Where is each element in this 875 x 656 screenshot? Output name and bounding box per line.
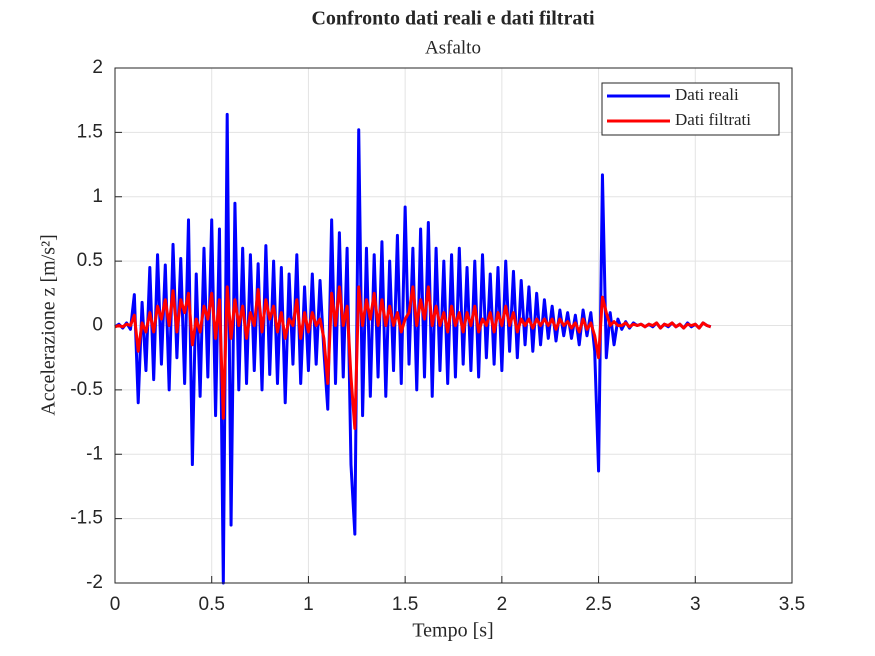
legend: Dati reali Dati filtrati [601, 82, 780, 136]
x-tick-label: 3 [690, 594, 701, 615]
y-tick-label: 0.5 [77, 250, 103, 271]
y-tick-label: -1.5 [70, 508, 103, 529]
x-tick-label: 0.5 [199, 594, 225, 615]
y-tick-label: 2 [92, 57, 103, 78]
x-tick-label: 1 [303, 594, 314, 615]
legend-label: Dati filtrati [675, 110, 751, 129]
chart-subtitle: Asfalto [425, 37, 481, 58]
y-tick-label: -2 [86, 572, 103, 593]
legend-label: Dati reali [675, 85, 739, 104]
chart-title: Confronto dati reali e dati filtrati [311, 8, 595, 30]
x-tick-label: 2.5 [585, 594, 611, 615]
legend-box [601, 82, 780, 136]
y-tick-label: 1.5 [77, 121, 103, 142]
y-tick-label: -1 [86, 443, 103, 464]
x-tick-label: 3.5 [779, 594, 805, 615]
x-tick-label: 0 [110, 594, 121, 615]
x-tick-label: 1.5 [392, 594, 418, 615]
plot-frame [114, 67, 793, 584]
x-tick-label: 2 [497, 594, 508, 615]
y-tick-label: -0.5 [70, 379, 103, 400]
y-tick-label: 1 [92, 186, 103, 207]
x-axis-label: Tempo [s] [412, 620, 493, 642]
data-line [114, 285, 712, 430]
y-tick-label: 0 [92, 315, 103, 336]
y-axis-label: Accelerazione z [m/s²] [38, 234, 60, 415]
